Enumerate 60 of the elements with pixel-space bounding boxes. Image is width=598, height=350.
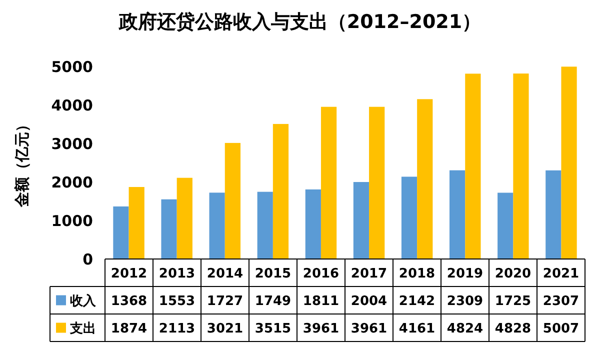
y-tick-label: 4000 bbox=[51, 96, 93, 115]
bar bbox=[417, 99, 433, 259]
data-label: 5007 bbox=[542, 321, 580, 336]
bar bbox=[513, 74, 529, 259]
bar bbox=[161, 199, 177, 259]
data-label: 2004 bbox=[350, 294, 388, 309]
bar bbox=[257, 192, 273, 259]
bar bbox=[561, 66, 577, 259]
bar bbox=[209, 192, 225, 259]
legend-label: 支出 bbox=[69, 321, 96, 336]
y-tick-label: 5000 bbox=[51, 58, 93, 76]
data-label: 1874 bbox=[110, 321, 148, 336]
x-tick-label: 2019 bbox=[446, 266, 484, 282]
bar bbox=[224, 142, 240, 259]
data-label: 2113 bbox=[158, 321, 196, 336]
chart-title: 政府还贷公路收入与支出（2012–2021） bbox=[118, 11, 482, 33]
data-label: 2307 bbox=[542, 294, 580, 309]
data-label: 1749 bbox=[254, 294, 292, 309]
bar bbox=[320, 106, 337, 259]
bar bbox=[450, 170, 466, 259]
bar bbox=[498, 192, 514, 259]
bar bbox=[369, 106, 385, 259]
data-label: 3961 bbox=[350, 321, 388, 336]
data-label: 1811 bbox=[302, 294, 340, 309]
data-label: 1725 bbox=[494, 294, 532, 309]
x-tick-label: 2017 bbox=[350, 266, 388, 282]
bar bbox=[272, 124, 289, 259]
bar bbox=[128, 187, 144, 259]
data-label: 4161 bbox=[398, 321, 436, 336]
data-label: 1368 bbox=[110, 294, 148, 309]
data-label: 4824 bbox=[446, 321, 484, 336]
data-label: 3021 bbox=[206, 321, 244, 336]
bar bbox=[353, 182, 370, 259]
data-label: 1727 bbox=[206, 294, 244, 309]
x-tick-label: 2015 bbox=[254, 266, 292, 282]
y-axis-title: 金额（亿元） bbox=[13, 117, 31, 208]
data-label: 2309 bbox=[446, 294, 484, 309]
y-tick-label: 3000 bbox=[51, 135, 93, 153]
x-tick-label: 2014 bbox=[206, 266, 244, 282]
bar bbox=[113, 206, 129, 259]
x-tick-label: 2012 bbox=[110, 266, 148, 282]
data-label: 3515 bbox=[254, 321, 292, 336]
legend-label: 收入 bbox=[70, 292, 97, 309]
bar bbox=[401, 176, 418, 259]
data-label: 3961 bbox=[302, 321, 340, 336]
x-tick-label: 2016 bbox=[302, 266, 340, 282]
y-tick-label: 2000 bbox=[51, 173, 93, 192]
x-tick-label: 2013 bbox=[158, 266, 196, 282]
data-label: 2142 bbox=[398, 294, 436, 309]
bar bbox=[465, 74, 481, 259]
x-tick-label: 2021 bbox=[542, 266, 580, 282]
x-tick-label: 2018 bbox=[398, 266, 436, 282]
bar bbox=[546, 170, 562, 259]
bar bbox=[305, 189, 321, 259]
bar bbox=[176, 178, 192, 259]
y-tick-label: 0 bbox=[82, 250, 93, 268]
y-tick-label: 1000 bbox=[51, 212, 93, 230]
x-tick-label: 2020 bbox=[494, 266, 532, 282]
data-label: 1553 bbox=[158, 294, 196, 309]
data-label: 4828 bbox=[494, 321, 532, 336]
